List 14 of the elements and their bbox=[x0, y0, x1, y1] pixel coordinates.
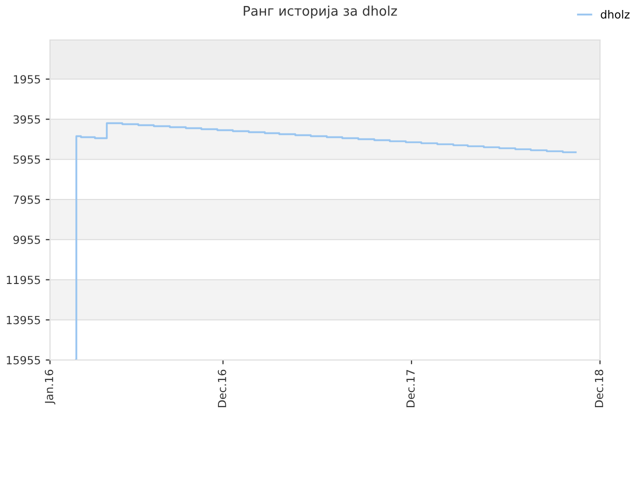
x-tick-label: Dec.18 bbox=[594, 370, 604, 408]
x-tick-label: Dec.16 bbox=[218, 370, 226, 408]
y-tick-label: 15955 bbox=[6, 356, 40, 364]
x-tick-label: Jan.16 bbox=[44, 370, 56, 404]
chart-title: Ранг историја за dholz bbox=[244, 6, 397, 18]
y-tick-label: 9955 bbox=[13, 236, 40, 244]
y-tick-label: 5955 bbox=[14, 155, 40, 164]
y-tick-label: 13955 bbox=[6, 316, 40, 324]
y-tick-label: 7955 bbox=[14, 195, 40, 204]
legend-label: dholz bbox=[600, 10, 630, 19]
y-tick-label: 1955 bbox=[14, 75, 40, 84]
x-tick-label: Dec.17 bbox=[406, 370, 415, 408]
y-tick-label: 11955 bbox=[6, 276, 40, 284]
y-tick-label: 3955 bbox=[14, 115, 40, 124]
